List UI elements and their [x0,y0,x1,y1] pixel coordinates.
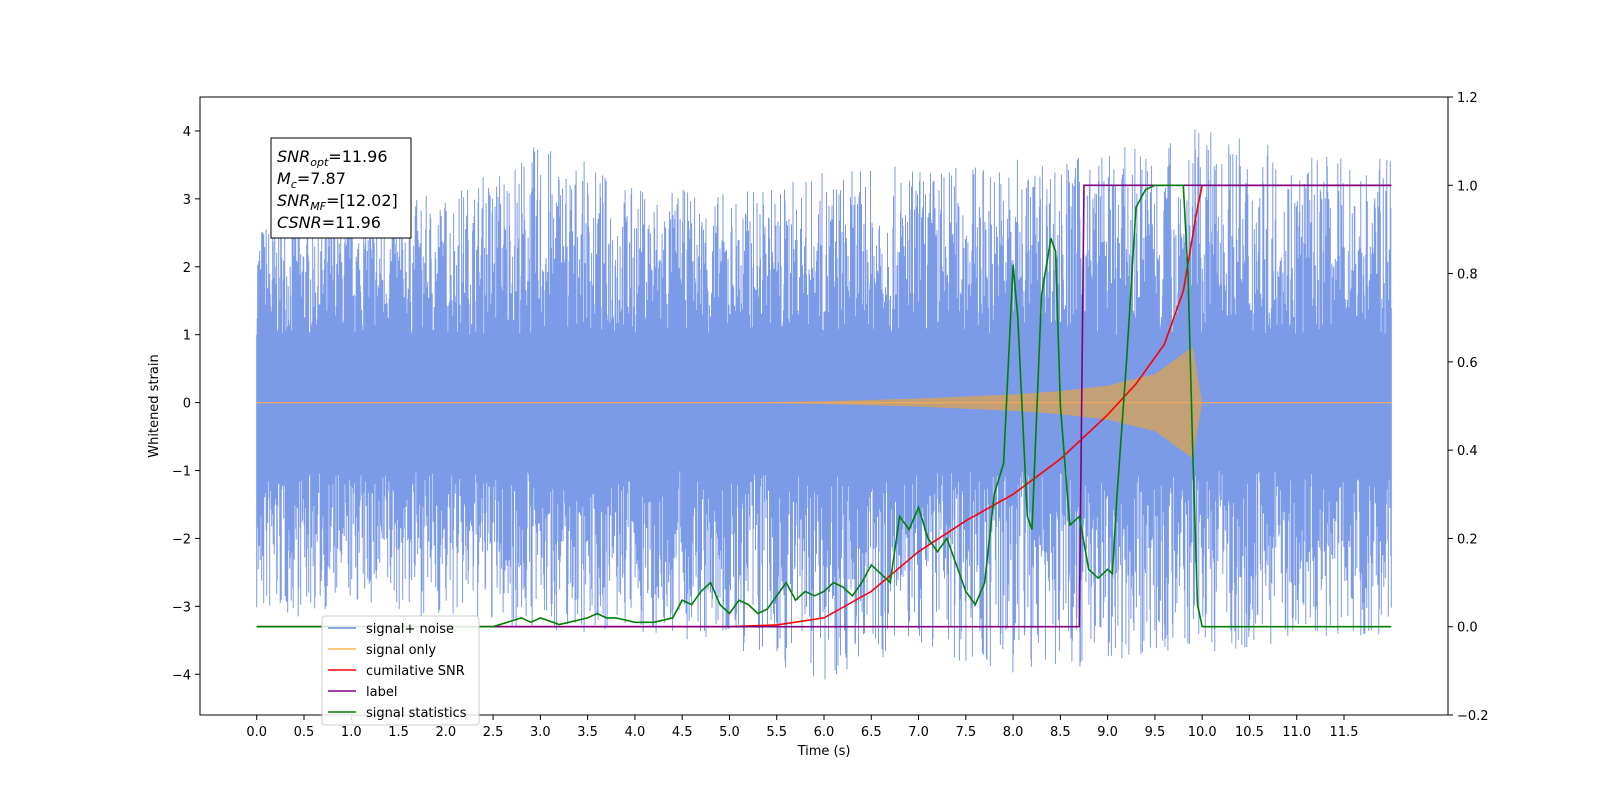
x-tick-label: 6.0 [814,725,835,740]
y-axis-label: Whitened strain [147,354,162,457]
y2-tick-label: −0.2 [1457,709,1489,724]
x-tick-label: 10.5 [1235,725,1264,740]
legend-label: label [366,685,397,700]
y-tick-label: 3 [183,193,191,208]
stats-annotation-box: SNRopt=11.96Mc=7.87SNRMF=[12.02]CSNR=11.… [270,137,412,239]
legend-label: cumilative SNR [366,664,465,679]
x-tick-label: 0.5 [294,725,315,740]
annotation-line: CSNR=11.96 [277,213,381,232]
x-tick-label: 2.0 [435,725,456,740]
y-axis-left: −4 −3 −2 −1 0 1 2 3 4 [172,125,200,683]
x-tick-label: 5.5 [766,725,787,740]
x-tick-label: 9.0 [1097,725,1118,740]
x-tick-label: 7.5 [955,725,976,740]
y-tick-label: −4 [172,668,191,683]
x-axis: 0.0 0.5 1.0 1.5 2.0 2.5 3.0 3.5 4.0 4.5 5.0 5.5 6.0 6… [246,715,1358,740]
legend-label: signal only [366,643,436,658]
y-tick-label: 0 [183,397,191,412]
legend: signal+ noise signal only cumilative SNR la… [321,615,480,726]
x-tick-label: 1.5 [388,725,409,740]
annotation-line: SNRopt=11.96 [277,147,388,169]
series-label [256,184,1392,628]
legend-frame [321,615,480,726]
series-signal-statistics [256,184,1392,628]
series-signal-noise [256,129,1392,680]
legend-label: signal+ noise [366,622,454,637]
y-tick-label: −1 [172,465,191,480]
y-tick-label: −3 [172,600,191,615]
x-tick-label: 8.5 [1050,725,1071,740]
y-tick-label: 4 [183,125,191,140]
series-cumilative-snr [256,184,1392,628]
y2-tick-label: 0.0 [1457,621,1478,636]
x-axis-label: Time (s) [797,744,851,759]
x-tick-label: 4.5 [672,725,693,740]
y-tick-label: 2 [183,261,191,276]
x-tick-label: 8.0 [1003,725,1024,740]
annotation-line: SNRMF=[12.02] [277,191,398,213]
noise-band-layer [256,129,1392,680]
x-tick-label: 3.0 [530,725,551,740]
y-axis-right: −0.2 0.0 0.2 0.4 0.6 0.8 1.0 1.2 [1448,91,1489,724]
x-tick-label: 0.0 [246,725,267,740]
x-tick-label: 9.5 [1145,725,1166,740]
y-tick-label: −2 [172,532,191,547]
x-tick-label: 5.0 [719,725,740,740]
x-tick-label: 11.5 [1330,725,1359,740]
x-tick-label: 6.5 [861,725,882,740]
y2-tick-label: 1.0 [1457,179,1478,194]
x-tick-label: 1.0 [341,725,362,740]
y2-tick-label: 0.4 [1457,444,1478,459]
annotation-line: Mc=7.87 [277,169,346,191]
y2-tick-label: 0.8 [1457,268,1478,283]
plot-area [256,129,1392,680]
x-tick-label: 10.0 [1188,725,1217,740]
legend-label: signal statistics [366,706,467,721]
annotation-frame [270,137,412,239]
x-tick-label: 7.0 [908,725,929,740]
y2-tick-label: 0.6 [1457,356,1478,371]
x-tick-label: 2.5 [483,725,504,740]
x-tick-label: 4.0 [625,725,646,740]
y-tick-label: 1 [183,329,191,344]
x-tick-label: 11.0 [1282,725,1311,740]
y2-tick-label: 1.2 [1457,91,1478,106]
y2-tick-label: 0.2 [1457,532,1478,547]
x-tick-label: 3.5 [577,725,598,740]
series-line-layer [256,184,1392,628]
